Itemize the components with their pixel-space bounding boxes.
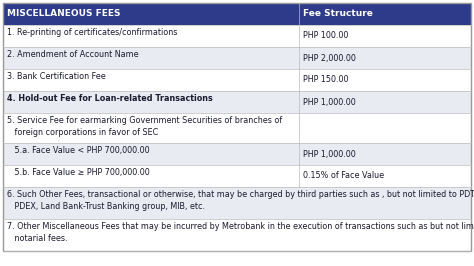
- Text: 2. Amendment of Account Name: 2. Amendment of Account Name: [7, 50, 138, 59]
- Text: 0.15% of Face Value: 0.15% of Face Value: [303, 172, 384, 181]
- Bar: [3, 69, 471, 91]
- Bar: [3, 25, 471, 47]
- Text: 3. Bank Certification Fee: 3. Bank Certification Fee: [7, 72, 106, 81]
- Text: PHP 1,000.00: PHP 1,000.00: [303, 149, 356, 159]
- Bar: [3, 187, 471, 219]
- Text: Fee Structure: Fee Structure: [303, 10, 373, 19]
- Bar: [3, 165, 471, 187]
- Bar: [3, 3, 471, 25]
- Text: 6. Such Other Fees, transactional or otherwise, that may be charged by third par: 6. Such Other Fees, transactional or oth…: [7, 190, 474, 211]
- Text: PHP 2,000.00: PHP 2,000.00: [303, 53, 356, 63]
- Text: PHP 100.00: PHP 100.00: [303, 31, 348, 40]
- Text: MISCELLANEOUS FEES: MISCELLANEOUS FEES: [7, 10, 120, 19]
- Bar: [3, 219, 471, 251]
- Text: PHP 1,000.00: PHP 1,000.00: [303, 98, 356, 106]
- Bar: [3, 91, 471, 113]
- Text: 5.b. Face Value ≥ PHP 700,000.00: 5.b. Face Value ≥ PHP 700,000.00: [7, 168, 150, 177]
- Text: 5. Service Fee for earmarking Government Securities of branches of
   foreign co: 5. Service Fee for earmarking Government…: [7, 116, 282, 137]
- Text: 7. Other Miscellaneous Fees that may be incurred by Metrobank in the execution o: 7. Other Miscellaneous Fees that may be …: [7, 222, 474, 243]
- Text: 1. Re-printing of certificates/confirmations: 1. Re-printing of certificates/confirmat…: [7, 28, 177, 37]
- Text: PHP 150.00: PHP 150.00: [303, 76, 349, 85]
- Bar: [3, 143, 471, 165]
- Text: 4. Hold-out Fee for Loan-related Transactions: 4. Hold-out Fee for Loan-related Transac…: [7, 94, 213, 103]
- Bar: [3, 47, 471, 69]
- Bar: [3, 113, 471, 143]
- Text: 5.a. Face Value < PHP 700,000.00: 5.a. Face Value < PHP 700,000.00: [7, 146, 150, 155]
